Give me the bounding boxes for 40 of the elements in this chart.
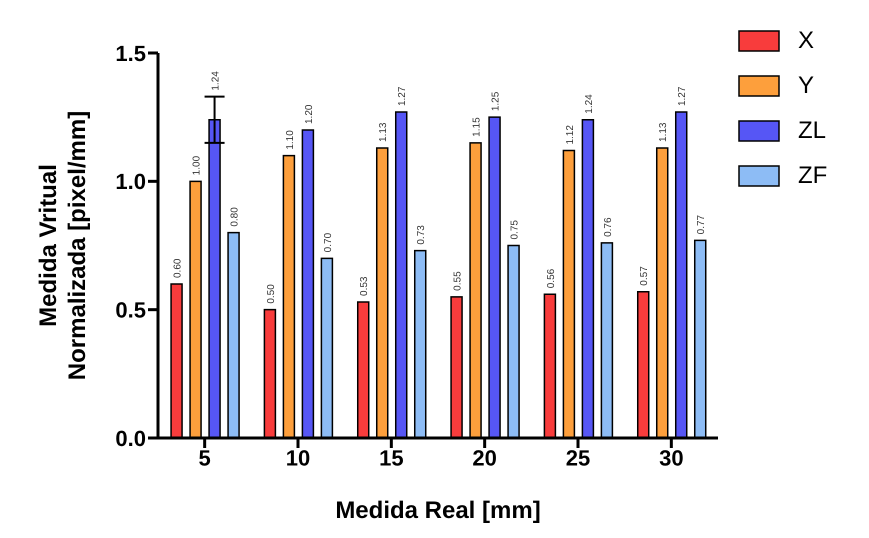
data-label: 0.75 bbox=[510, 220, 521, 240]
data-label: 0.60 bbox=[172, 258, 184, 278]
data-label: 1.20 bbox=[304, 104, 315, 124]
data-label: 1.13 bbox=[378, 122, 390, 142]
x-tick-label: 10 bbox=[286, 446, 310, 471]
y-tick-label: 1.5 bbox=[115, 40, 146, 66]
data-label: 0.55 bbox=[452, 270, 464, 291]
y-tick-label: 0.5 bbox=[115, 297, 146, 322]
data-label: 1.27 bbox=[677, 86, 688, 106]
data-label: 0.73 bbox=[416, 224, 428, 245]
data-label: 1.25 bbox=[490, 91, 502, 112]
y-axis-title: Medida Vritual Normalizada [pixel/mm] bbox=[35, 110, 91, 380]
x-tick-label: 20 bbox=[472, 446, 497, 471]
y-tick-label: 0.0 bbox=[115, 426, 146, 451]
data-label: 1.10 bbox=[284, 130, 296, 150]
data-label: 1.00 bbox=[192, 155, 203, 176]
data-label: 0.77 bbox=[696, 214, 708, 234]
x-tick-label: 15 bbox=[379, 446, 404, 471]
legend-label: Y bbox=[798, 72, 814, 100]
x-tick-label: 5 bbox=[198, 446, 211, 471]
data-label: 1.24 bbox=[584, 94, 595, 114]
data-label: 0.70 bbox=[322, 232, 334, 252]
legend-label: X bbox=[798, 26, 814, 54]
data-label: 0.57 bbox=[639, 266, 650, 286]
data-label: 1.15 bbox=[472, 116, 483, 137]
x-tick-label: 25 bbox=[566, 446, 590, 471]
data-label: 0.50 bbox=[266, 284, 277, 304]
x-axis-title: Medida Real [mm] bbox=[335, 497, 541, 524]
legend-label: ZF bbox=[798, 162, 828, 190]
data-label: 0.76 bbox=[602, 217, 614, 237]
x-tick-label: 30 bbox=[659, 446, 684, 471]
data-label: 0.56 bbox=[546, 268, 557, 288]
data-label: 0.53 bbox=[359, 276, 370, 296]
legend-label: ZL bbox=[798, 116, 826, 144]
data-label: 1.24 bbox=[210, 70, 222, 91]
data-label: 0.80 bbox=[230, 206, 241, 227]
data-label: 1.12 bbox=[564, 124, 576, 145]
y-tick-label: 1.0 bbox=[115, 169, 146, 194]
data-label: 1.27 bbox=[397, 86, 408, 106]
data-label: 1.13 bbox=[658, 122, 670, 142]
